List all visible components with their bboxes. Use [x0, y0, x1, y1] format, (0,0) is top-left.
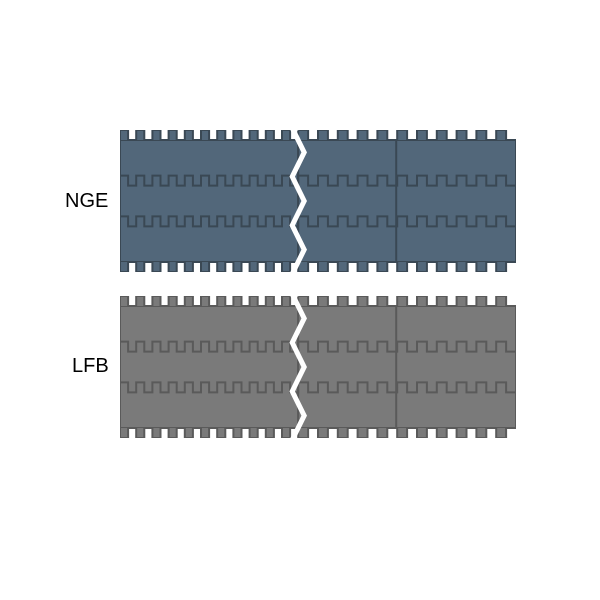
label-lfb: LFB	[72, 355, 109, 378]
belt-nge	[120, 130, 516, 272]
belt-lfb	[120, 296, 516, 438]
label-nge: NGE	[65, 190, 108, 213]
product-diagram: { "diagram": { "type": "infographic", "b…	[0, 0, 600, 600]
